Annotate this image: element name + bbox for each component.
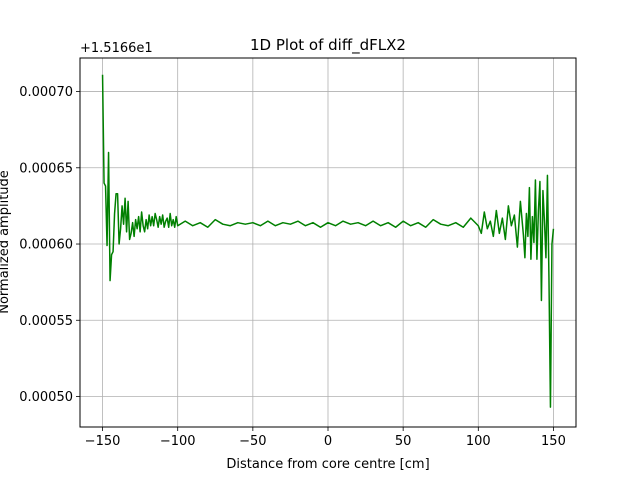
x-tick-label: 150 (541, 434, 566, 449)
x-tick-label: −100 (160, 434, 196, 449)
x-tick-label: 50 (395, 434, 412, 449)
x-tick-label: 100 (466, 434, 491, 449)
x-tick-label: 0 (324, 434, 332, 449)
x-axis-title: Distance from core centre [cm] (226, 457, 429, 472)
series-line (101, 74, 555, 408)
x-tick-label: −50 (239, 434, 266, 449)
y-tick-label: 0.00050 (19, 390, 73, 405)
axis-offset-text: +1.5166e1 (80, 41, 153, 56)
axis-ticks: −150 −100 −50 0 50 100 150 0.00050 0.00055 0.0006… (19, 85, 566, 449)
x-tick-label: −150 (85, 434, 121, 449)
y-tick-label: 0.00065 (19, 161, 73, 176)
y-axis-title: Normalized amplitude (0, 170, 12, 314)
y-tick-label: 0.00060 (19, 238, 73, 253)
chart-title: 1D Plot of diff_dFLX2 (250, 36, 406, 55)
y-tick-label: 0.00055 (19, 314, 73, 329)
data-series (101, 74, 555, 408)
y-tick-label: 0.00070 (19, 85, 73, 100)
grid-lines (80, 58, 576, 427)
